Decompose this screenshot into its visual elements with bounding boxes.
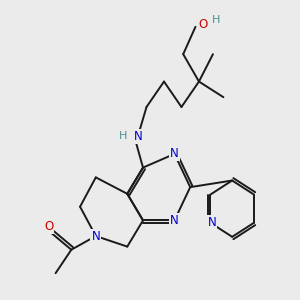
Text: N: N (208, 216, 217, 229)
Text: O: O (44, 220, 53, 233)
Text: N: N (92, 230, 100, 242)
Text: N: N (170, 214, 179, 227)
Text: H: H (212, 15, 220, 25)
Text: H: H (119, 131, 127, 141)
Text: O: O (199, 18, 208, 32)
Text: N: N (170, 147, 179, 161)
Text: N: N (134, 130, 142, 143)
